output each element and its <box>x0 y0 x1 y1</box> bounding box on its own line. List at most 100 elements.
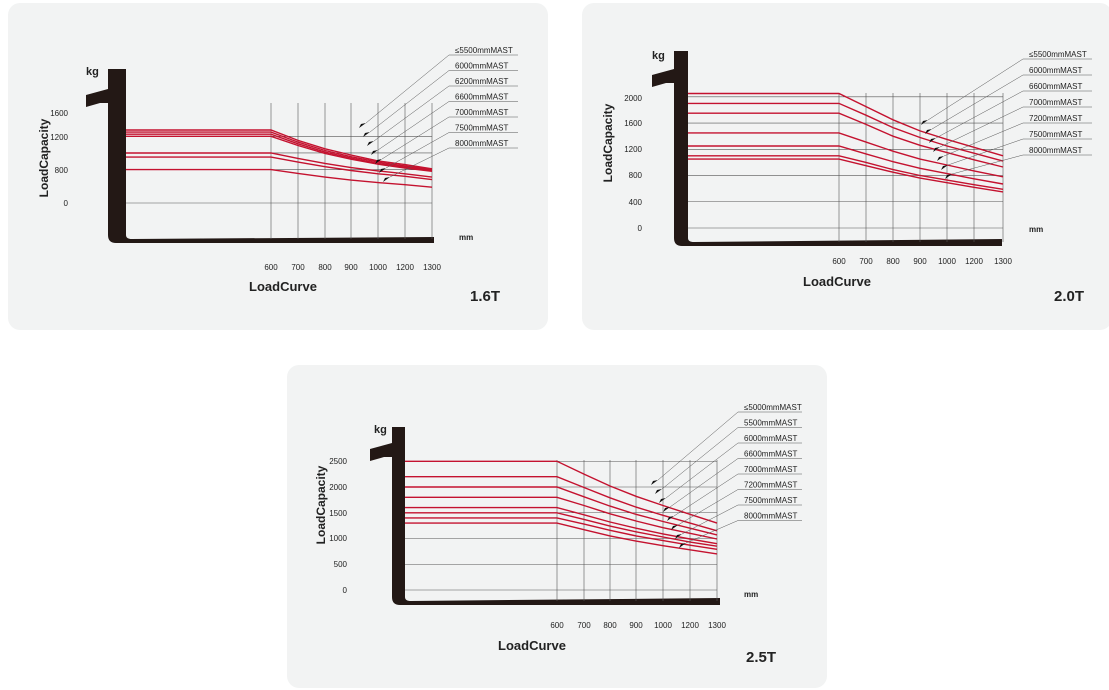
x-tick-label: 700 <box>577 621 591 630</box>
y-tick-label: 1600 <box>624 119 642 128</box>
legend-leader-line <box>677 489 739 526</box>
legend-arrow-marker <box>671 525 678 530</box>
legend-leader-line <box>943 122 1024 157</box>
y-axis-title: LoadCapacity <box>37 118 51 197</box>
mast-legend-label: 7200mmMAST <box>744 481 797 490</box>
y-tick-label: 800 <box>55 166 69 175</box>
x-tick-label: 700 <box>859 257 873 266</box>
y-tick-label: 1200 <box>624 145 642 154</box>
legend-leader-line <box>669 458 739 508</box>
legend-arrow-marker <box>945 174 952 179</box>
legend-arrow-marker <box>929 138 936 143</box>
series-line <box>688 132 1004 178</box>
series-line <box>405 506 718 545</box>
mast-legend-label: 7000mmMAST <box>455 108 508 117</box>
forklift-fork-shape <box>86 69 434 243</box>
x-tick-label: 1300 <box>708 621 726 630</box>
series-line <box>688 112 1004 168</box>
mast-legend-label: 7500mmMAST <box>744 496 797 505</box>
legend-leader-line <box>685 520 739 544</box>
series-line <box>405 486 718 536</box>
legend-arrow-marker <box>937 156 944 161</box>
x-tick-label: 700 <box>291 263 305 272</box>
series-line <box>126 152 433 178</box>
x-tick-label: 800 <box>318 263 332 272</box>
legend-arrow-marker <box>363 132 370 137</box>
legend-arrow-marker <box>655 489 662 494</box>
legend-leader-line <box>665 442 739 499</box>
legend-leader-line <box>931 74 1024 130</box>
legend-leader-line <box>927 58 1024 121</box>
legend-leader-line <box>947 138 1024 166</box>
series-line <box>126 129 433 170</box>
x-tick-label: 1300 <box>994 257 1012 266</box>
capacity-label: 2.5T <box>746 649 776 666</box>
legend-arrow-marker <box>921 120 928 125</box>
chart-caption: LoadCurve <box>249 279 317 294</box>
x-unit-label: mm <box>744 590 758 599</box>
x-tick-label: 1000 <box>369 263 387 272</box>
x-tick-label: 600 <box>832 257 846 266</box>
y-tick-label: 0 <box>638 224 643 233</box>
legend-arrow-marker <box>675 534 682 539</box>
load-chart-panel-2-5t: 0 500 1000 1500 2000 2500 600 700 800 900 1000 1200… <box>287 365 827 688</box>
legend-leader-line <box>935 90 1024 139</box>
legend-leader-line <box>369 70 450 133</box>
legend-arrow-marker <box>933 147 940 152</box>
series-line <box>688 145 1004 185</box>
load-chart-1-6t: 0 800 1200 1600 600 700 800 900 1000 1200 1300 kg mm… <box>37 46 518 305</box>
y-unit-label: kg <box>652 50 665 62</box>
mast-legend-label: 6000mmMAST <box>1029 66 1082 75</box>
series-line <box>688 158 1004 193</box>
forklift-fork-shape <box>370 427 720 605</box>
y-tick-label: 2500 <box>329 457 347 466</box>
x-tick-label: 800 <box>603 621 617 630</box>
legend-leader-line <box>381 116 450 160</box>
mast-legend-label: ≤5500mmMAST <box>1029 50 1087 59</box>
x-tick-label: 1000 <box>654 621 672 630</box>
series-line <box>126 133 433 172</box>
legend-arrow-marker <box>651 480 658 485</box>
y-axis-title: LoadCapacity <box>601 103 615 182</box>
x-tick-label: 900 <box>629 621 643 630</box>
series-line <box>688 102 1004 162</box>
series-line <box>126 135 433 172</box>
y-tick-label: 2000 <box>329 483 347 492</box>
y-tick-label: 800 <box>629 171 643 180</box>
y-tick-label: 1200 <box>50 133 68 142</box>
legend-arrow-marker <box>925 129 932 134</box>
x-unit-label: mm <box>459 233 473 242</box>
mast-legend-label: 7200mmMAST <box>1029 114 1082 123</box>
mast-legend-label: 6000mmMAST <box>744 434 797 443</box>
load-chart-panel-2-0t: 0 400 800 1200 1600 2000 600 700 800 900 1000 1200 1… <box>582 3 1109 330</box>
mast-legend-label: ≤5000mmMAST <box>744 403 802 412</box>
legend-leader-line <box>385 132 450 169</box>
y-tick-label: 500 <box>334 560 348 569</box>
legend-leader-line <box>657 411 739 481</box>
legend-arrow-marker <box>667 516 674 521</box>
legend-arrow-marker <box>659 498 666 503</box>
legend-leader-line <box>673 473 739 517</box>
mast-legend-label: 7500mmMAST <box>455 124 508 133</box>
mast-legend-label: 7500mmMAST <box>1029 130 1082 139</box>
legend-arrow-marker <box>379 168 386 173</box>
legend-arrow-marker <box>375 159 382 164</box>
load-chart-2-0t: 0 400 800 1200 1600 2000 600 700 800 900 1000 1200 1… <box>601 50 1092 305</box>
y-tick-label: 0 <box>64 199 69 208</box>
mast-legend-label: 8000mmMAST <box>744 512 797 521</box>
legend-arrow-marker <box>367 141 374 146</box>
x-tick-label: 1200 <box>681 621 699 630</box>
legend-leader-line <box>939 106 1024 148</box>
legend-arrow-marker <box>371 150 378 155</box>
capacity-label: 2.0T <box>1054 288 1084 305</box>
chart-caption: LoadCurve <box>803 274 871 289</box>
legend-arrow-marker <box>679 543 686 548</box>
x-tick-label: 1000 <box>938 257 956 266</box>
x-tick-label: 900 <box>913 257 927 266</box>
legend-leader-line <box>951 154 1024 175</box>
x-tick-label: 900 <box>344 263 358 272</box>
y-tick-label: 0 <box>343 586 348 595</box>
mast-legend-label: ≤5500mmMAST <box>455 46 513 55</box>
series-line <box>126 168 433 188</box>
mast-legend-label: 6000mmMAST <box>455 62 508 71</box>
